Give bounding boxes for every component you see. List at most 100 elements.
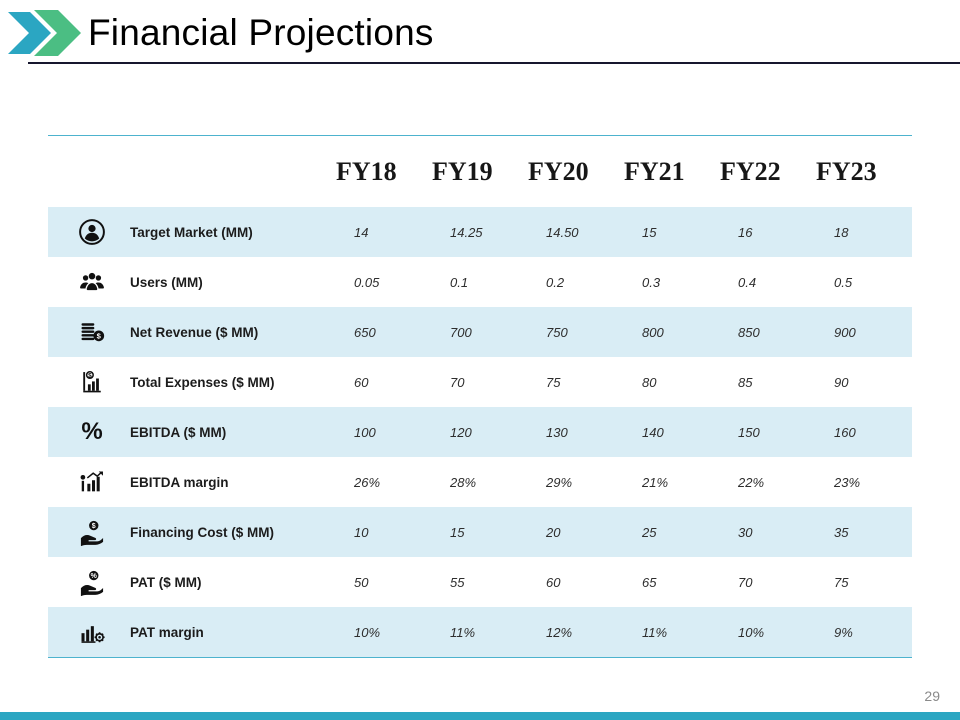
row-header-cell: $ Total Expenses ($ MM)	[48, 366, 336, 398]
value-cell: 10%	[354, 624, 381, 640]
value-cell: 85	[738, 374, 753, 390]
row-header-cell: % EBITDA ($ MM)	[48, 416, 336, 448]
row-label: EBITDA ($ MM)	[130, 424, 227, 440]
row-label: Target Market (MM)	[130, 224, 253, 240]
value-cell: 70	[738, 574, 753, 590]
value-cell: 30	[738, 524, 753, 540]
row-label: Financing Cost ($ MM)	[130, 524, 274, 540]
value-cell: 14.50	[546, 224, 579, 240]
value-cell: 26%	[354, 474, 381, 490]
value-cell: 100	[354, 424, 376, 440]
row-label: Users (MM)	[130, 274, 203, 290]
table-row: PAT margin 10% 11% 12% 11% 10% 9%	[48, 607, 912, 657]
row-label: Net Revenue ($ MM)	[130, 324, 259, 340]
value-cell: 9%	[834, 624, 853, 640]
value-cell: 18	[834, 224, 849, 240]
chevron-logo-icon	[8, 10, 81, 56]
value-cell: 60	[546, 574, 561, 590]
value-cell: 0.1	[450, 274, 469, 290]
value-cell: 700	[450, 324, 472, 340]
value-cell: 15	[642, 224, 657, 240]
financing-cost-icon: $	[76, 516, 108, 548]
value-cell: 80	[642, 374, 657, 390]
double-chevron-logo	[8, 10, 84, 56]
table-row: EBITDA margin 26% 28% 29% 21% 22% 23%	[48, 457, 912, 507]
page-number: 29	[924, 688, 940, 704]
row-label: EBITDA margin	[130, 474, 229, 490]
table-header-row: FY18 FY19 FY20 FY21 FY22 FY23	[48, 136, 912, 207]
value-cell: 75	[834, 574, 849, 590]
row-label: PAT margin	[130, 624, 204, 640]
value-cell: 0.2	[546, 274, 565, 290]
row-header-cell: PAT margin	[48, 616, 336, 648]
value-cell: 75	[546, 374, 561, 390]
table-row: Target Market (MM) 14 14.25 14.50 15 16 …	[48, 207, 912, 257]
ebitda-margin-icon	[76, 466, 108, 498]
value-cell: 130	[546, 424, 568, 440]
value-cell: 10	[354, 524, 369, 540]
bottom-accent-bar	[0, 712, 960, 720]
value-cell: 35	[834, 524, 849, 540]
value-cell: 25	[642, 524, 657, 540]
table-row: % PAT ($ MM) 50 55 60 65 70 75	[48, 557, 912, 607]
value-cell: 160	[834, 424, 856, 440]
value-cell: 65	[642, 574, 657, 590]
value-cell: 10%	[738, 624, 765, 640]
value-cell: 29%	[546, 474, 573, 490]
row-header-cell: EBITDA margin	[48, 466, 336, 498]
target-market-icon	[76, 216, 108, 248]
value-cell: 140	[642, 424, 664, 440]
col-header-fy19: FY19	[432, 156, 493, 186]
svg-text:$: $	[88, 372, 92, 379]
value-cell: 800	[642, 324, 664, 340]
financial-projections-table: FY18 FY19 FY20 FY21 FY22 FY23 Target Mar…	[48, 135, 912, 658]
row-header-cell: Target Market (MM)	[48, 216, 336, 248]
value-cell: 23%	[834, 474, 861, 490]
col-header-fy21: FY21	[624, 156, 685, 186]
value-cell: 120	[450, 424, 472, 440]
value-cell: 28%	[450, 474, 477, 490]
row-header-cell: $ Financing Cost ($ MM)	[48, 516, 336, 548]
value-cell: 21%	[642, 474, 669, 490]
row-label: PAT ($ MM)	[130, 574, 202, 590]
col-header-fy22: FY22	[720, 156, 781, 186]
pat-icon: %	[76, 566, 108, 598]
value-cell: 0.05	[354, 274, 380, 290]
pat-margin-icon	[76, 616, 108, 648]
value-cell: 150	[738, 424, 760, 440]
value-cell: 16	[738, 224, 753, 240]
table-row: $ Net Revenue ($ MM) 650 700 750 800 850…	[48, 307, 912, 357]
value-cell: 900	[834, 324, 856, 340]
value-cell: 11%	[450, 624, 476, 640]
svg-text:$: $	[97, 332, 102, 341]
row-header-cell: Users (MM)	[48, 266, 336, 298]
col-header-fy23: FY23	[816, 156, 877, 186]
value-cell: 22%	[738, 474, 765, 490]
net-revenue-icon: $	[76, 316, 108, 348]
table-top-border	[48, 135, 912, 136]
row-header-cell: % PAT ($ MM)	[48, 566, 336, 598]
value-cell: 90	[834, 374, 849, 390]
value-cell: 60	[354, 374, 369, 390]
row-label: Total Expenses ($ MM)	[130, 374, 275, 390]
svg-text:%: %	[91, 573, 98, 580]
table-row: $ Financing Cost ($ MM) 10 15 20 25 30 3…	[48, 507, 912, 557]
value-cell: 0.3	[642, 274, 661, 290]
value-cell: 0.5	[834, 274, 853, 290]
table-row: Users (MM) 0.05 0.1 0.2 0.3 0.4 0.5	[48, 257, 912, 307]
svg-text:$: $	[92, 523, 96, 530]
row-header-cell: $ Net Revenue ($ MM)	[48, 316, 336, 348]
table-row: $ Total Expenses ($ MM) 60 70 75 80 85 9…	[48, 357, 912, 407]
col-header-fy20: FY20	[528, 156, 589, 186]
total-expenses-icon: $	[76, 366, 108, 398]
value-cell: 55	[450, 574, 465, 590]
value-cell: 650	[354, 324, 376, 340]
table-row: % EBITDA ($ MM) 100 120 130 140 150 160	[48, 407, 912, 457]
title-divider	[28, 62, 960, 64]
value-cell: 50	[354, 574, 369, 590]
page-title: Financial Projections	[88, 12, 434, 53]
value-cell: 0.4	[738, 274, 757, 290]
value-cell: 12%	[546, 624, 573, 640]
col-header-fy18: FY18	[336, 156, 397, 186]
value-cell: 70	[450, 374, 465, 390]
